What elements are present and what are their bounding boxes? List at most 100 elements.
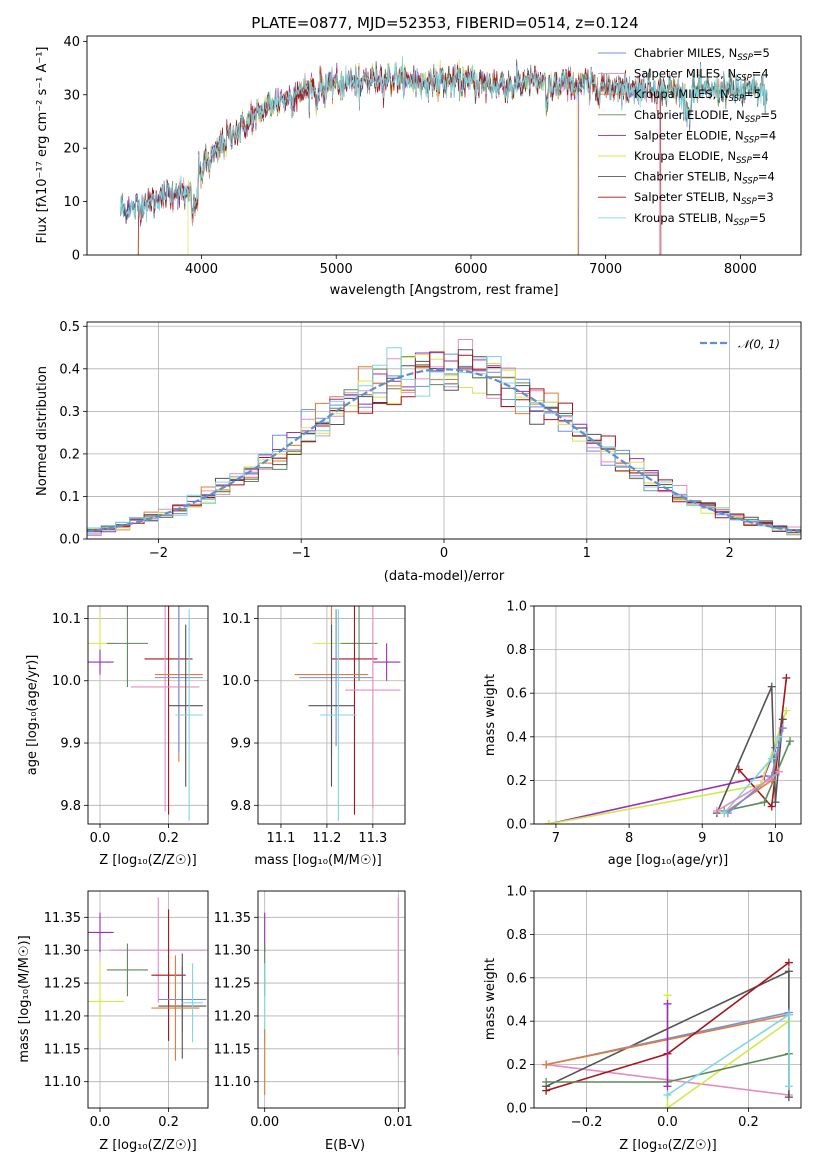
legend-label: Kroupa MILES, NSSP=5: [634, 87, 761, 104]
plus-marker: [778, 715, 787, 724]
legend-sub: SSP: [736, 74, 752, 84]
x-tick-label: 0.0: [90, 1115, 111, 1130]
plus-marker: [775, 767, 784, 776]
axes: −2 −1 0 1 2 0.0 0.1 0.2 0.3 0.4 0.5: [59, 320, 802, 561]
histogram-step: [87, 347, 801, 539]
panel-mass_vs_ebv: 0.00 0.01 11.10 11.15 11.20 11.25 11.30 11.35: [214, 890, 413, 1130]
x-tick-label: 0.2: [738, 1115, 759, 1130]
error-point: [320, 609, 357, 821]
plus-marker: [663, 1090, 672, 1099]
age-z-ylabel: age [log₁₀(age/yr)]: [25, 655, 40, 776]
plus-marker: [778, 724, 787, 733]
x-tick-label: 7000: [589, 262, 622, 277]
legend-label: Salpeter STELIB, NSSP=3: [634, 190, 774, 207]
legend-text: Salpeter STELIB, N: [634, 190, 741, 204]
y-tick-label: 0.4: [506, 730, 527, 745]
axes-frame: [533, 605, 802, 825]
y-tick-label: 10.0: [52, 674, 81, 689]
x-tick-label: 4000: [185, 262, 218, 277]
plus-marker: [542, 1060, 551, 1069]
plus-marker: [782, 706, 791, 715]
weight-z-ylabel: mass weight: [483, 958, 498, 1040]
y-tick-label: 9.8: [60, 799, 81, 814]
x-tick-label: 0.2: [158, 1115, 179, 1130]
x-tick-label: 6000: [454, 262, 487, 277]
error-point: [340, 606, 378, 681]
plus-marker: [663, 1104, 672, 1108]
x-tick-label: 0: [440, 546, 448, 561]
legend-label: Kroupa STELIB, NSSP=5: [634, 211, 766, 228]
axes-frame: [87, 890, 209, 1109]
weight-line: [716, 686, 784, 814]
y-tick-label: 10: [63, 195, 80, 210]
residuals-ylabel: Normed distribution: [35, 366, 50, 496]
error-point: [182, 963, 203, 1043]
spectrum-ylabel: Flux [fλ10⁻¹⁷ erg cm⁻² s⁻¹ A⁻¹]: [35, 47, 50, 244]
weight-age-xlabel: age [log₁₀(age/yr)]: [608, 853, 729, 868]
plot-area: [264, 897, 399, 1095]
plus-marker: [784, 967, 793, 976]
error-point: [88, 649, 114, 675]
legend-label: Salpeter MILES, NSSP=4: [634, 67, 769, 84]
x-tick-label: 7: [552, 831, 560, 846]
y-tick-label: 30: [63, 88, 80, 103]
legend-suffix: =4: [759, 128, 776, 142]
plus-marker: [771, 798, 780, 807]
plot-area: [544, 673, 795, 824]
legend-text: Kroupa MILES, N: [634, 87, 729, 101]
plus-marker: [767, 682, 776, 691]
plot-area: [120, 55, 768, 255]
legend-text: Chabrier ELODIE, N: [634, 108, 745, 122]
y-tick-label: 1.0: [506, 885, 527, 900]
y-tick-label: 11.25: [44, 977, 81, 992]
normal-fit-line: [87, 368, 801, 533]
y-tick-label: 11.20: [44, 1009, 81, 1024]
error-point: [299, 609, 373, 747]
legend-sub: SSP: [729, 94, 745, 104]
error-point: [372, 643, 401, 681]
legend-sub: SSP: [736, 156, 752, 166]
panel-mass_vs_Z: 0.0 0.2 11.10 11.15 11.20 11.25 11.30 11.35: [44, 890, 209, 1130]
legend-sub: SSP: [744, 135, 760, 145]
y-tick-label: 0.4: [59, 362, 80, 377]
panel-spectrum: 4000 5000 6000 7000 8000 0 10 20 30 40 Chabrier MI…: [63, 35, 802, 277]
legend-label: Salpeter ELODIE, NSSP=4: [634, 128, 776, 145]
y-tick-label: 11.15: [214, 1042, 251, 1057]
y-tick-label: 10.1: [222, 612, 251, 627]
x-tick-label: 11.2: [312, 831, 341, 846]
legend-suffix: =5: [760, 108, 777, 122]
y-tick-label: 0.2: [506, 1058, 527, 1073]
y-tick-label: 11.20: [214, 1009, 251, 1024]
x-tick-label: 8: [625, 831, 633, 846]
y-tick-label: 0.2: [506, 774, 527, 789]
error-point: [331, 606, 378, 815]
grid: [88, 891, 208, 1108]
error-point: [308, 624, 355, 787]
y-tick-label: 0.4: [506, 1015, 527, 1030]
legend-text: Salpeter MILES, N: [634, 67, 736, 81]
y-tick-label: 0.8: [506, 643, 527, 658]
y-tick-label: 11.25: [214, 977, 251, 992]
legend-suffix: =4: [758, 170, 775, 184]
plus-marker: [784, 1010, 793, 1019]
legend-text: Chabrier STELIB, N: [634, 170, 742, 184]
axes: 0.0 0.2 9.8 9.9 10.0 10.1: [52, 605, 209, 846]
panel-residuals: −2 −1 0 1 2 0.0 0.1 0.2 0.3 0.4 0.5 𝒩(0, 1): [59, 320, 802, 561]
y-tick-label: 9.8: [230, 799, 251, 814]
axes: 7 8 9 10 0.0 0.2 0.4 0.6 0.8 1.0: [506, 600, 802, 846]
plus-marker: [782, 673, 791, 682]
legend-suffix: =4: [752, 67, 769, 81]
legend-label: Chabrier MILES, NSSP=5: [634, 46, 770, 63]
y-tick-label: 0.0: [506, 1102, 527, 1117]
axes: 4000 5000 6000 7000 8000 0 10 20 30 40: [63, 35, 802, 277]
y-tick-label: 0: [72, 249, 80, 264]
plus-marker: [784, 958, 793, 967]
error-point: [130, 606, 200, 812]
mass-z-xlabel: Z [log₁₀(Z/Z☉)]: [99, 1138, 196, 1153]
plot-area: [88, 897, 207, 1061]
weight-age-ylabel: mass weight: [483, 674, 498, 756]
error-point: [158, 953, 207, 1059]
y-tick-label: 0.0: [59, 533, 80, 548]
legend: 𝒩(0, 1): [700, 337, 780, 351]
